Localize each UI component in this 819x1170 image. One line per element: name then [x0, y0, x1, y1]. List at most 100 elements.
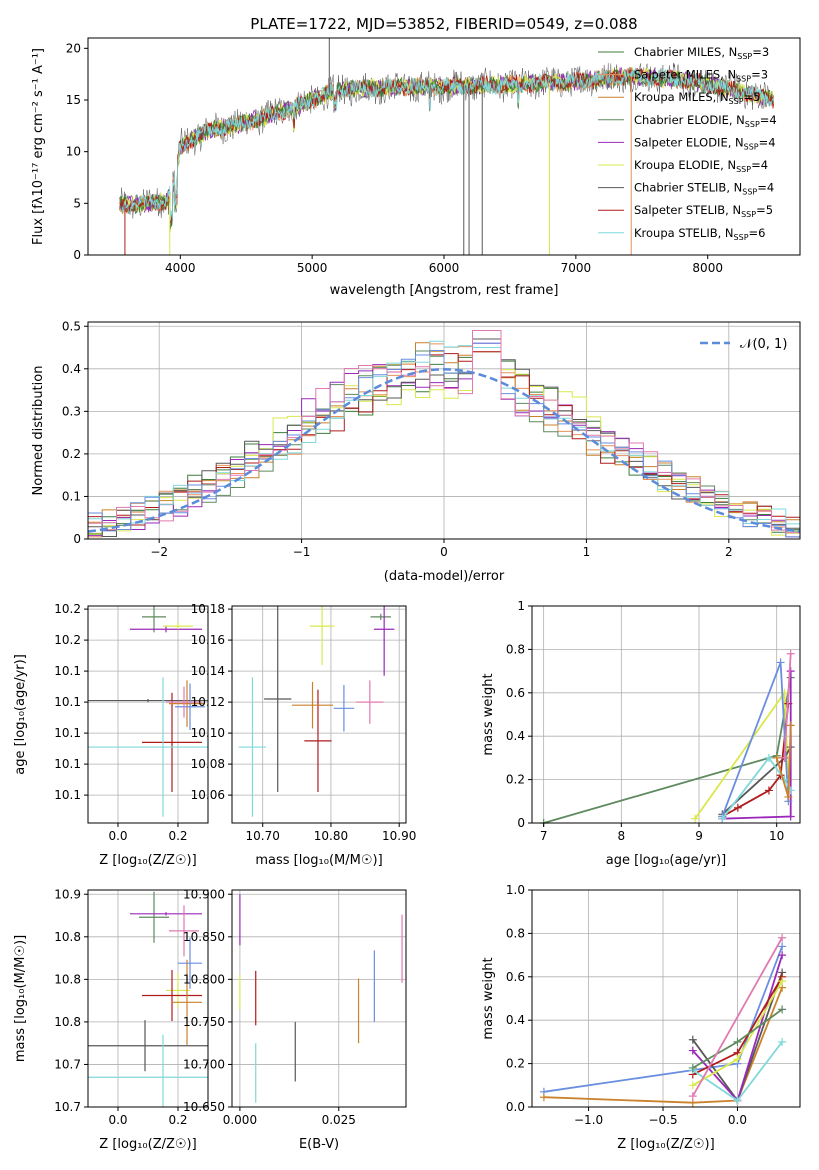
weights-vs-Z-xtick-label: −1.0 [574, 1113, 603, 1127]
weights-vs-Z-marker [733, 1096, 742, 1105]
age-vs-Z-frame [87, 605, 209, 824]
age-vs-Z-ylabel: age [log₁₀(age/yr)] [13, 654, 28, 775]
legend-subscript: SSP [734, 233, 749, 242]
weights-vs-age-marker [776, 658, 785, 667]
legend-suffix: =5 [744, 90, 761, 104]
weights-vs-age-frame [531, 605, 801, 824]
legend-label: Chabrier ELODIE, NSSP=4 [634, 113, 777, 129]
weights-vs-age-marker [786, 721, 795, 730]
mass-vs-ebv-ytick-label: 10.700 [183, 1057, 225, 1071]
legend-label: Salpeter MILES, NSSP=3 [634, 68, 768, 84]
age-vs-mass-xtick-label: 10.80 [314, 829, 348, 843]
age-vs-Z-xtick-label: 0.2 [168, 829, 187, 843]
mass-vs-Z-xtick-label: 0.0 [108, 1113, 127, 1127]
weights-vs-age-marker [764, 786, 773, 795]
age-vs-Z-xlabel: Z [log₁₀(Z/Z☉)] [99, 853, 196, 868]
mass-vs-Z-frame [87, 889, 209, 1108]
weights-vs-age-ytick-label: 0.8 [506, 642, 525, 656]
weights-vs-age-ytick-label: 0.2 [506, 773, 525, 787]
mass-vs-Z-ytick-label: 10.8 [54, 1015, 81, 1029]
residuals-xlabel: (data-model)/error [384, 569, 505, 584]
mass-vs-ebv-ytick-label: 10.750 [183, 1015, 225, 1029]
residuals-ytick-label: 0.5 [62, 319, 81, 333]
weights-vs-Z-ytick-label: 0.4 [506, 1013, 525, 1027]
spectrum-ytick-label: 20 [66, 41, 81, 55]
mass-vs-ebv-ytick-label: 10.900 [183, 887, 225, 901]
residuals-ytick-label: 0.2 [62, 447, 81, 461]
weights-vs-Z-marker [778, 977, 787, 986]
weights-vs-Z-xtick-label: −0.5 [648, 1113, 677, 1127]
spectrum-line [121, 67, 774, 221]
age-vs-mass-ytick-label: 10.06 [191, 788, 225, 802]
legend-label: Salpeter ELODIE, NSSP=4 [634, 135, 776, 151]
weights-vs-age-series-line [721, 756, 792, 820]
weights-vs-age-ytick-label: 0 [517, 816, 525, 830]
age-vs-mass-ytick-label: 10.16 [191, 633, 225, 647]
weights-vs-Z-xtick-label: 0.0 [728, 1113, 747, 1127]
weights-vs-age-marker [718, 814, 727, 823]
weights-vs-Z-ytick-label: 0.8 [506, 926, 525, 940]
residuals-xtick-label: −1 [293, 545, 311, 559]
mass-vs-ebv-frame [231, 889, 407, 1108]
mass-vs-Z-ytick-label: 10.8 [54, 972, 81, 986]
spectrum-ytick-label: 10 [66, 145, 81, 159]
legend-suffix: =3 [752, 45, 769, 59]
weights-vs-age-ylabel: mass weight [481, 673, 496, 755]
weights-vs-age-ytick-label: 0.6 [506, 686, 525, 700]
spectrum-xtick-label: 4000 [165, 261, 196, 275]
age-vs-Z-xtick-label: 0.0 [108, 829, 127, 843]
legend-suffix: =4 [757, 181, 774, 195]
legend-suffix: =4 [751, 158, 768, 172]
residuals-ytick-label: 0.1 [62, 489, 81, 503]
legend-suffix: =4 [759, 135, 776, 149]
age-vs-mass-frame [231, 605, 407, 824]
age-vs-Z-ytick-label: 10.1 [54, 664, 81, 678]
weights-vs-Z-ylabel: mass weight [481, 957, 496, 1039]
weights-vs-Z-marker [688, 1063, 697, 1072]
legend-label: Salpeter STELIB, NSSP=5 [634, 203, 773, 219]
age-vs-mass-xtick-label: 10.90 [382, 829, 416, 843]
mass-vs-ebv-ytick-label: 10.650 [183, 1100, 225, 1114]
legend-label: Kroupa ELODIE, NSSP=4 [634, 158, 768, 174]
age-vs-mass-ytick-label: 10.14 [191, 664, 225, 678]
spectrum-ytick-label: 15 [66, 93, 81, 107]
weights-vs-Z-ytick-label: 0.0 [506, 1100, 525, 1114]
data-layer [87, 38, 801, 1107]
weights-vs-age-series-line [783, 653, 792, 758]
weights-vs-age-ytick-label: 0.4 [506, 729, 525, 743]
legend-subscript: SSP [744, 142, 759, 151]
legend-suffix: =6 [749, 226, 766, 240]
weights-vs-age-marker [764, 753, 773, 762]
weights-vs-Z-marker [778, 1037, 787, 1046]
age-vs-mass-xlabel: mass [log₁₀(M/M☉)] [255, 853, 382, 868]
mass-vs-ebv-ytick-label: 10.800 [183, 972, 225, 986]
weights-vs-age-xlabel: age [log₁₀(age/yr)] [606, 853, 727, 868]
mass-vs-ebv-xtick-label: 0.025 [322, 1113, 356, 1127]
age-vs-mass-xtick-label: 10.70 [246, 829, 280, 843]
spectrum-xlabel: wavelength [Angstrom, rest frame] [330, 283, 559, 298]
weights-vs-Z-marker [778, 951, 787, 960]
legend-suffix: =5 [756, 203, 773, 217]
residuals-histogram [88, 330, 800, 537]
spectrum-xtick-label: 6000 [429, 261, 460, 275]
weights-vs-Z-marker [733, 1037, 742, 1046]
legend-subscript: SSP [745, 120, 760, 129]
mass-vs-Z-ytick-label: 10.8 [54, 930, 81, 944]
weights-vs-Z-series-line [692, 937, 783, 1097]
weights-vs-Z-xlabel: Z [log₁₀(Z/Z☉)] [617, 1137, 714, 1152]
weights-vs-age-xtick-label: 9 [695, 829, 703, 843]
weights-vs-age-ytick-label: 1 [517, 599, 525, 613]
legend-subscript: SSP [729, 97, 744, 106]
age-vs-mass-ytick-label: 10.12 [191, 695, 225, 709]
residuals-ytick-label: 0.4 [62, 362, 81, 376]
weights-vs-age-series-line [721, 662, 790, 817]
spectrum-ytick-label: 0 [73, 248, 81, 262]
weights-vs-Z-ytick-label: 1.0 [506, 883, 525, 897]
residuals-xtick-label: 0 [440, 545, 448, 559]
mass-vs-Z-ylabel: mass [log₁₀(M/M☉)] [13, 935, 28, 1062]
weights-vs-age-marker [691, 814, 700, 823]
legend-label: Chabrier MILES, NSSP=3 [634, 45, 769, 61]
weights-vs-Z-marker [778, 933, 787, 942]
